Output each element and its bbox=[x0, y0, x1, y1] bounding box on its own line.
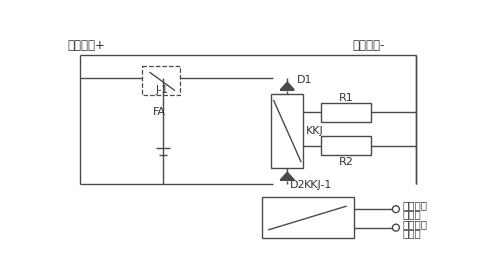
Text: KKJ: KKJ bbox=[306, 126, 323, 136]
Text: R1: R1 bbox=[338, 92, 353, 102]
Polygon shape bbox=[280, 82, 294, 90]
Text: 电源负极-: 电源负极- bbox=[352, 39, 384, 52]
Text: R2: R2 bbox=[338, 157, 353, 167]
Text: 报警信号: 报警信号 bbox=[402, 219, 427, 229]
Text: 输出端: 输出端 bbox=[402, 209, 421, 220]
Text: 报警信号: 报警信号 bbox=[402, 200, 427, 210]
Text: D2: D2 bbox=[290, 180, 305, 190]
Text: 电源正极+: 电源正极+ bbox=[67, 39, 105, 52]
Text: KKJ-1: KKJ-1 bbox=[304, 180, 333, 190]
Text: 输入端: 输入端 bbox=[402, 228, 421, 238]
Text: J-1: J-1 bbox=[155, 85, 168, 95]
Text: D1: D1 bbox=[297, 75, 312, 85]
Polygon shape bbox=[280, 172, 294, 180]
Text: FA: FA bbox=[153, 107, 166, 117]
